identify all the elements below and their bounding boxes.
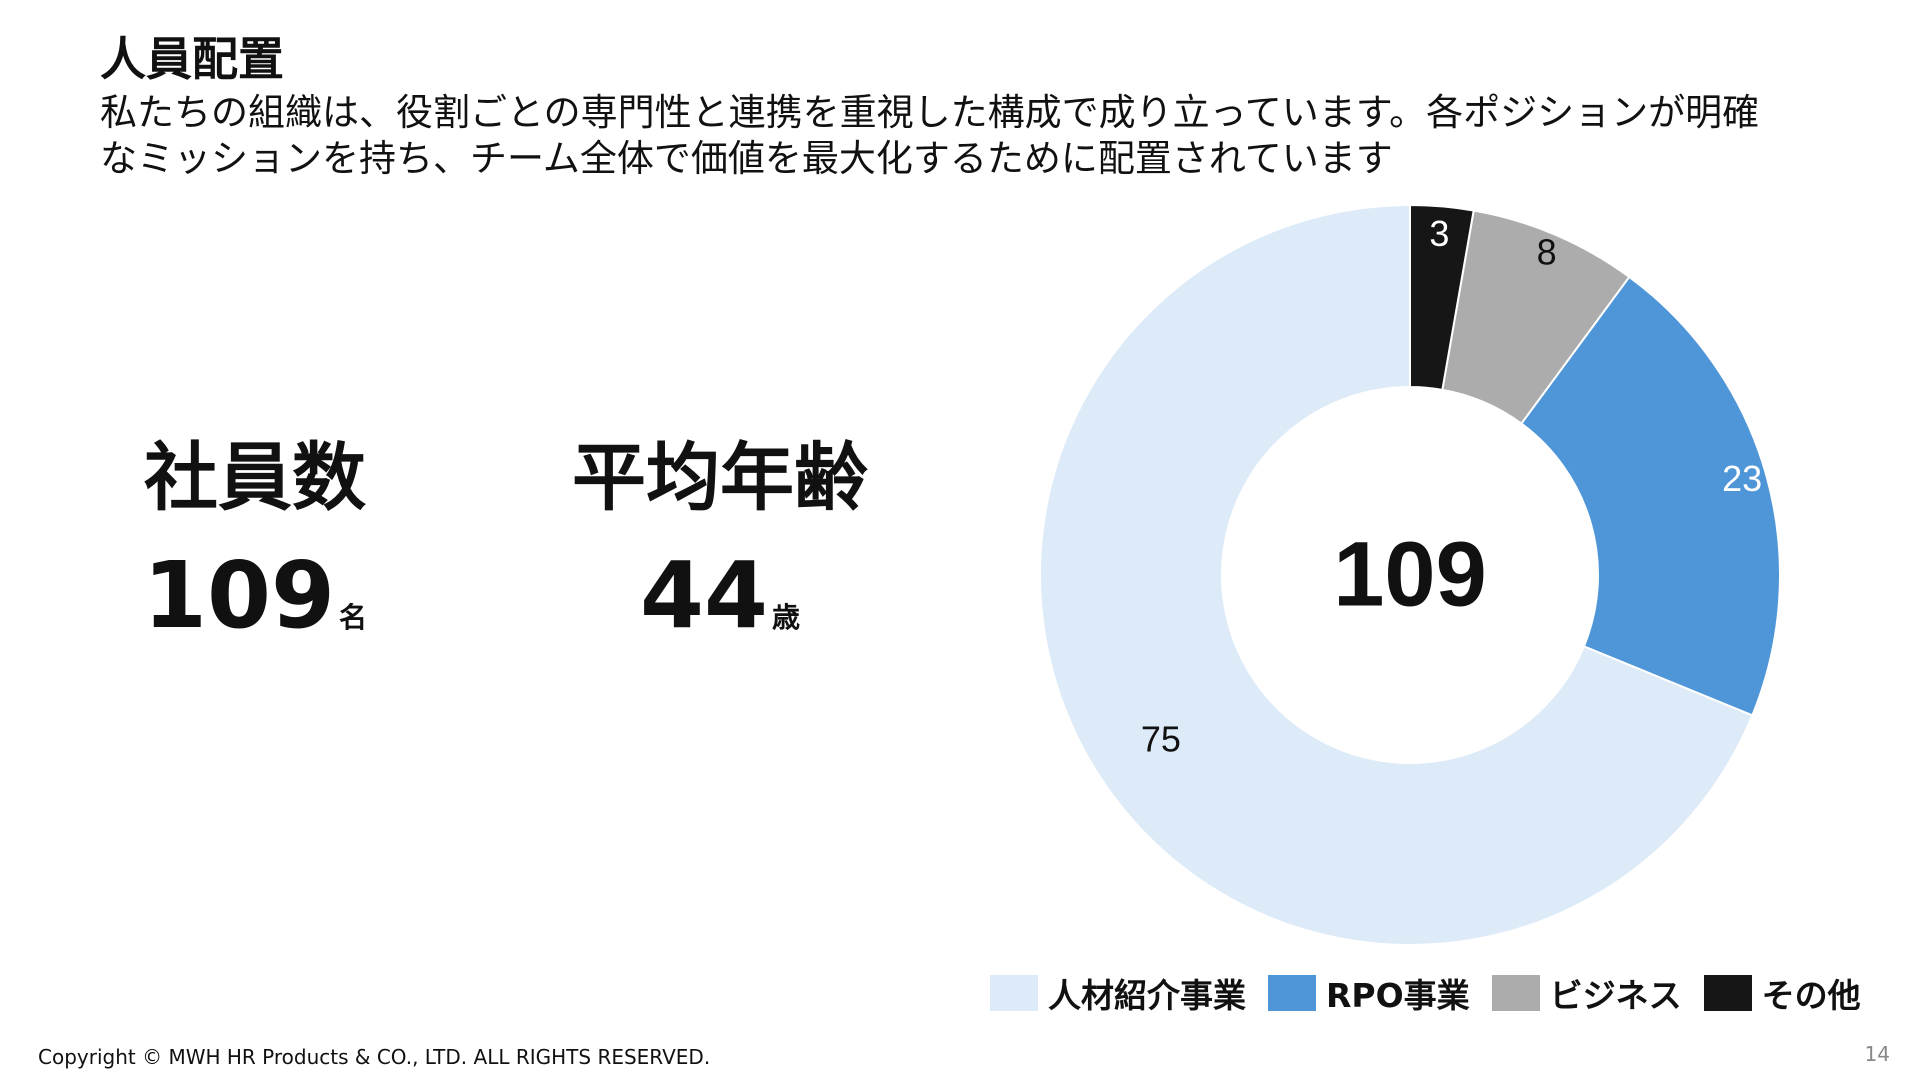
legend-label: 人材紹介事業 (1048, 976, 1246, 1015)
average-age-value-row: 44 歳 (540, 546, 900, 668)
employee-count-stat: 社員数 109 名 (110, 432, 400, 668)
average-age-stat: 平均年齢 44 歳 (540, 432, 900, 668)
average-age-value: 44 (639, 542, 768, 649)
copyright-footer: Copyright © MWH HR Products & CO., LTD. … (38, 1045, 711, 1069)
donut-slice-rpo (1519, 275, 1781, 717)
legend-label: その他 (1761, 976, 1861, 1015)
legend-swatch (1703, 975, 1752, 1011)
description-line-1: 私たちの組織は、役割ごとの専門性と連携を重視した構成で成り立っています。各ポジシ… (100, 91, 1760, 134)
donut-slice-other (1409, 203, 1475, 391)
data-label-business: 8 (1537, 231, 1557, 272)
page-number: 14 (1864, 1042, 1890, 1066)
legend-swatch (1268, 975, 1316, 1011)
donut-slice-jinzai (1039, 203, 1754, 946)
legend-label: ビジネス (1549, 976, 1682, 1015)
employee-count-value: 109 (142, 542, 336, 649)
legend-item: RPO事業 (1268, 969, 1470, 1017)
employee-count-unit: 名 (339, 601, 368, 634)
legend-swatch (990, 975, 1038, 1011)
page-title: 人員配置 (100, 32, 284, 86)
data-label-rpo: 23 (1722, 458, 1762, 499)
legend-item: ビジネス (1491, 969, 1682, 1017)
legend-item: 人材紹介事業 (990, 969, 1246, 1017)
data-label-jinzai: 75 (1141, 719, 1181, 760)
legend-label: RPO事業 (1326, 976, 1470, 1015)
legend-item: その他 (1703, 969, 1861, 1017)
chart-legend: 人材紹介事業 RPO事業 ビジネス その他 (990, 968, 1883, 1018)
page-description: 私たちの組織は、役割ごとの専門性と連携を重視した構成で成り立っています。各ポジシ… (100, 90, 1860, 182)
average-age-unit: 歳 (772, 601, 801, 634)
legend-swatch (1491, 975, 1540, 1011)
donut-center-total: 109 (1333, 523, 1487, 625)
data-label-other: 3 (1429, 213, 1449, 254)
employee-count-label: 社員数 (144, 435, 366, 521)
employee-count-value-row: 109 名 (110, 546, 400, 668)
average-age-label: 平均年齢 (572, 435, 868, 521)
staffing-donut-chart: 75 23 8 3 109 (1039, 203, 1781, 946)
description-line-2: なミッションを持ち、チーム全体で価値を最大化するために配置されています (100, 137, 1393, 180)
